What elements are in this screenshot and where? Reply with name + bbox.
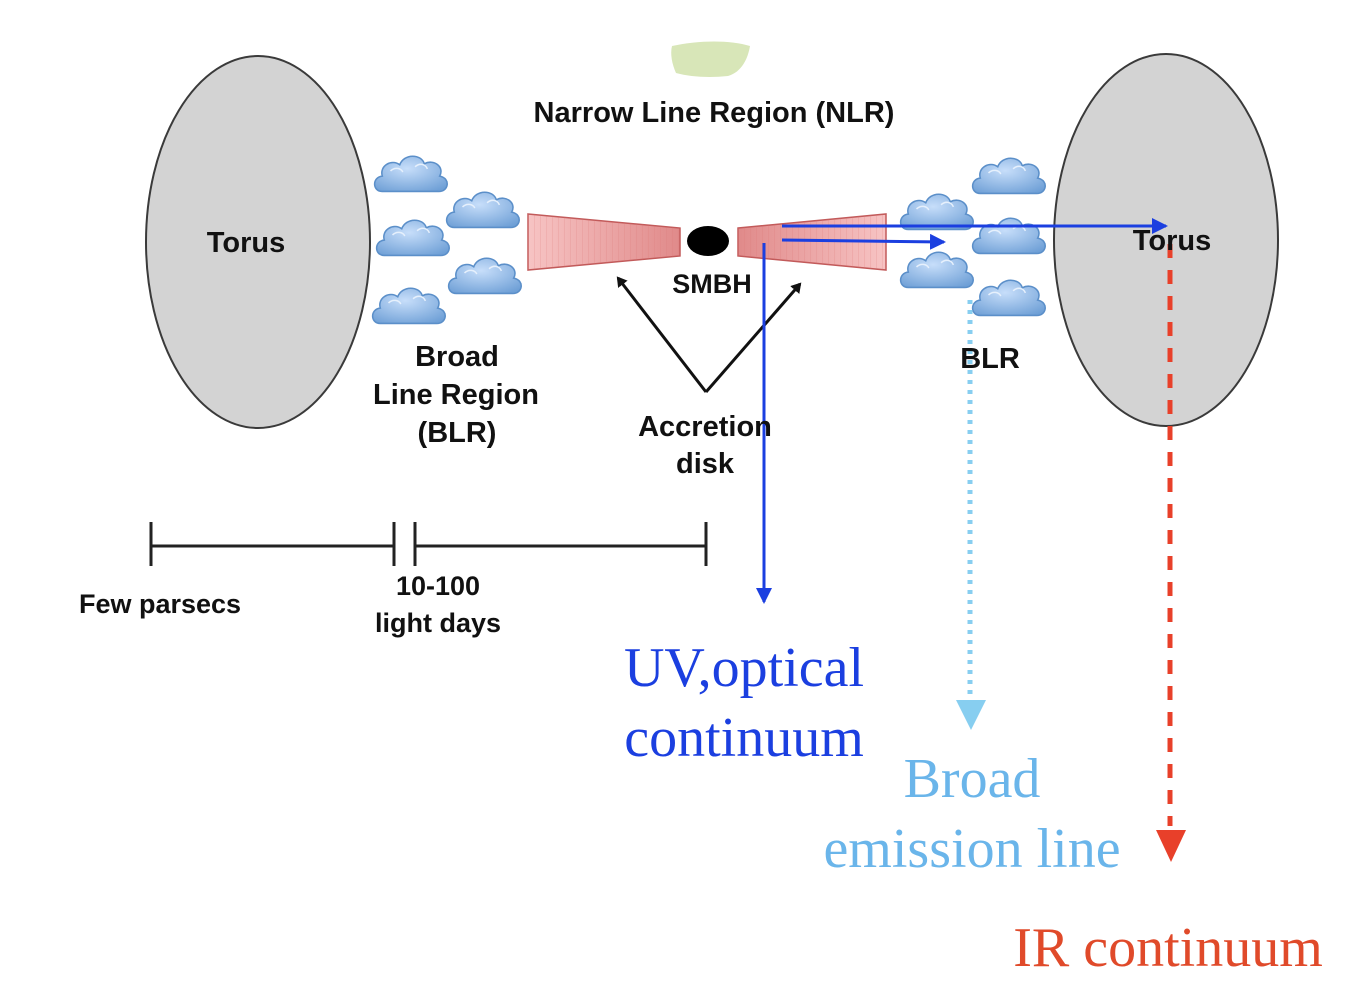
scale-bars (149, 522, 708, 566)
torus-left-label: Torus (207, 227, 285, 259)
blr-right-label: BLR (960, 343, 1020, 375)
accretion-pointer-left (616, 276, 708, 393)
cloud-icon (445, 191, 520, 229)
uv-optical-label-line2: continuum (624, 707, 864, 769)
accretion-label-line1: Accretion (638, 411, 772, 443)
cloud-icon (971, 157, 1046, 195)
torus-left (145, 55, 371, 429)
black-hole-icon (687, 226, 729, 256)
smbh-label: SMBH (672, 269, 752, 299)
accretion-disk (527, 213, 887, 271)
accretion-label-line2: disk (676, 448, 735, 480)
blr-clouds-right (899, 157, 1046, 317)
nlr-blob (671, 41, 750, 77)
cloud-icon (447, 257, 522, 295)
uv-optical-arrows (756, 218, 1168, 604)
cloud-icon (971, 217, 1046, 255)
ir-continuum-label: IR continuum (1013, 917, 1323, 979)
uv-optical-label-line1: UV,optical (624, 637, 864, 699)
cloud-icon (375, 219, 450, 257)
accretion-pointer-right (704, 282, 802, 393)
blr-left-label-line3: (BLR) (418, 417, 497, 449)
broad-emission-label-line1: Broad (904, 748, 1041, 810)
broad-emission-label-line2: emission line (823, 818, 1120, 880)
blr-left-label-line2: Line Region (373, 379, 539, 411)
blr-clouds-left (371, 155, 522, 325)
broad-line-arrowhead (956, 700, 986, 730)
cloud-icon (899, 251, 974, 289)
nlr-label: Narrow Line Region (NLR) (534, 97, 895, 129)
scale-light-days-line2: light days (375, 608, 501, 638)
cloud-icon (371, 287, 446, 325)
scale-light-days-line1: 10-100 (396, 571, 480, 601)
cloud-icon (899, 193, 974, 231)
blr-left-label-line1: Broad (415, 341, 499, 373)
torus-right (1053, 53, 1279, 427)
cloud-icon (971, 279, 1046, 317)
cloud-icon (373, 155, 448, 193)
torus-right-label: Torus (1133, 225, 1211, 257)
ir-continuum-arrowhead (1156, 830, 1186, 862)
scale-few-parsecs-label: Few parsecs (79, 589, 241, 619)
